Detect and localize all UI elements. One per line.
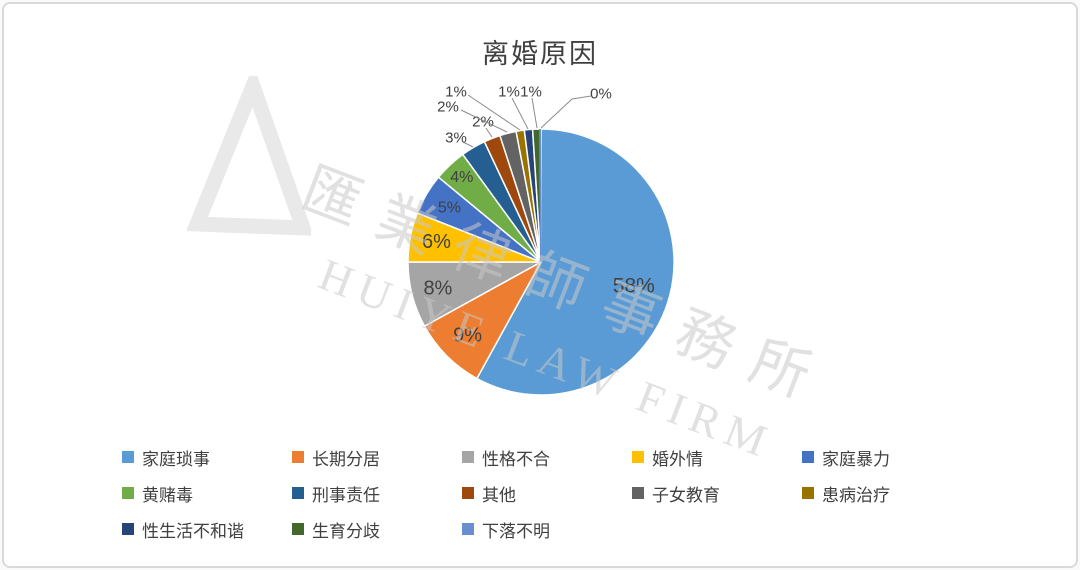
legend-swatch bbox=[802, 487, 814, 499]
legend-label: 患病治疗 bbox=[822, 485, 890, 505]
leader-line-8 bbox=[460, 109, 508, 133]
legend-label: 黄赌毒 bbox=[142, 485, 193, 505]
legend-label: 婚外情 bbox=[652, 449, 703, 469]
chart-title: 离婚原因 bbox=[482, 39, 598, 69]
legend-label: 生育分歧 bbox=[312, 521, 380, 541]
legend-label: 长期分居 bbox=[312, 449, 380, 469]
slice-label: 3% bbox=[445, 130, 467, 147]
pie-slice-0 bbox=[475, 128, 675, 396]
legend-label: 下落不明 bbox=[482, 521, 550, 541]
leader-line-9 bbox=[467, 94, 521, 131]
legend-item-3: 婚外情 bbox=[632, 445, 802, 469]
legend-item-11: 生育分歧 bbox=[292, 517, 462, 541]
slice-label: 4% bbox=[450, 169, 473, 186]
legend-item-9: 患病治疗 bbox=[802, 481, 972, 505]
legend-label: 性格不合 bbox=[482, 449, 550, 469]
legend-item-8: 子女教育 bbox=[632, 481, 802, 505]
legend-swatch bbox=[462, 487, 474, 499]
legend-swatch bbox=[802, 451, 814, 463]
leader-line-11 bbox=[531, 97, 538, 129]
legend-item-1: 长期分居 bbox=[292, 445, 462, 469]
legend-swatch bbox=[122, 487, 134, 499]
pie-chart: 58%9%8%6%5%4%3%2%2%1% 1% 1% 0% bbox=[407, 84, 675, 396]
legend-swatch bbox=[292, 451, 304, 463]
legend-label: 刑事责任 bbox=[312, 485, 380, 505]
legend-swatch bbox=[462, 451, 474, 463]
chart-legend: 家庭琐事 长期分居 性格不合 婚外情 家庭暴力黄赌毒 刑事责任 其他 子女教育 患病治疗性生活不… bbox=[122, 445, 972, 541]
legend-label: 性生活不和谐 bbox=[142, 521, 244, 541]
slice-label: 8% bbox=[423, 278, 452, 300]
slice-label: 9% bbox=[453, 324, 482, 346]
leader-line-6 bbox=[462, 141, 474, 148]
legend-swatch bbox=[122, 451, 134, 463]
slice-label: 1% bbox=[498, 84, 520, 101]
legend-item-7: 其他 bbox=[462, 481, 632, 505]
legend-item-12: 下落不明 bbox=[462, 517, 632, 541]
slice-label: 1% bbox=[520, 84, 542, 101]
legend-label: 家庭暴力 bbox=[822, 449, 890, 469]
leader-line-10 bbox=[511, 97, 529, 130]
slice-label: 1% bbox=[445, 84, 467, 101]
slice-label: 6% bbox=[422, 231, 451, 253]
legend-label: 子女教育 bbox=[652, 485, 720, 505]
legend-item-4: 家庭暴力 bbox=[802, 445, 972, 469]
slice-label: 2% bbox=[437, 99, 459, 116]
legend-item-5: 黄赌毒 bbox=[122, 481, 292, 505]
slice-label: 0% bbox=[590, 86, 612, 103]
legend-item-6: 刑事责任 bbox=[292, 481, 462, 505]
legend-label: 家庭琐事 bbox=[142, 449, 210, 469]
legend-swatch bbox=[632, 451, 644, 463]
legend-label: 其他 bbox=[482, 485, 516, 505]
legend-item-10: 性生活不和谐 bbox=[122, 517, 292, 541]
legend-swatch bbox=[122, 523, 134, 535]
legend-swatch bbox=[462, 523, 474, 535]
pie-slice-12 bbox=[539, 128, 542, 263]
legend-item-2: 性格不合 bbox=[462, 445, 632, 469]
slice-label: 2% bbox=[472, 114, 494, 131]
leader-line-7 bbox=[485, 127, 493, 138]
slice-label: 5% bbox=[438, 199, 461, 216]
leader-line-12 bbox=[540, 95, 592, 129]
legend-swatch bbox=[292, 523, 304, 535]
slice-label: 58% bbox=[613, 274, 655, 297]
legend-swatch bbox=[632, 487, 644, 499]
legend-item-0: 家庭琐事 bbox=[122, 445, 292, 469]
legend-swatch bbox=[292, 487, 304, 499]
